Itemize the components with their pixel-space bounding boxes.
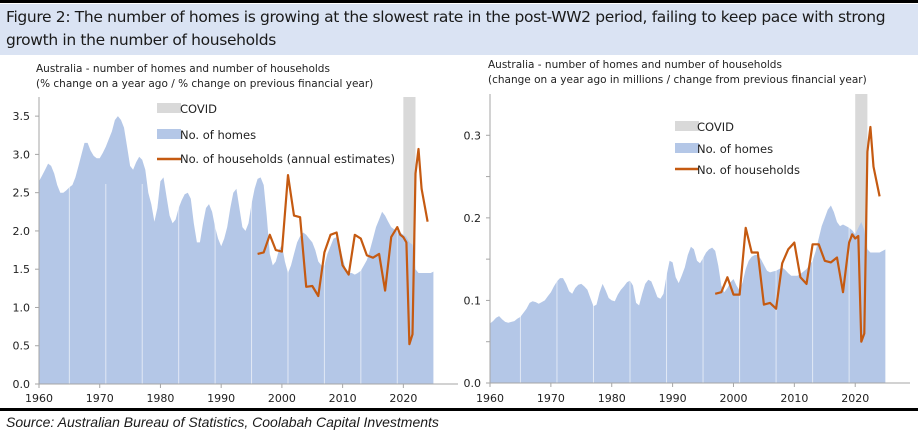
bottom-rule — [0, 408, 918, 411]
x-tick-label: 1970 — [537, 392, 565, 405]
x-tick-label: 2020 — [389, 392, 417, 405]
chart-right-abs-change: Australia - number of homes and number o… — [464, 59, 910, 405]
x-tick-label: 2010 — [329, 392, 357, 405]
top-rule — [0, 0, 918, 3]
households-line-layer — [714, 125, 881, 343]
legend-swatch-homes — [157, 129, 181, 139]
source-note: Source: Australian Bureau of Statistics,… — [6, 414, 439, 430]
y-tick-label: 2.0 — [13, 225, 31, 238]
chart-left-title: Australia - number of homes and number o… — [36, 63, 330, 75]
x-tick-label: 2010 — [780, 392, 808, 405]
y-tick-label: 0.0 — [13, 378, 31, 391]
axes-layer: 0.0 0.5 1.0 1.5 2.0 2.5 3.0 3.5 1960 1970 1980 1990… — [13, 97, 458, 405]
x-tick-label: 1990 — [659, 392, 687, 405]
legend-label-covid: COVID — [180, 102, 217, 116]
y-tick-label: 1.0 — [13, 301, 31, 314]
legend-label-households: No. of households (annual estimates) — [180, 152, 395, 166]
homes-area — [39, 116, 434, 384]
chart-left-subtitle: (% change on a year ago / % change on pr… — [36, 78, 373, 90]
x-tick-label: 1990 — [207, 392, 235, 405]
x-tick-label: 1960 — [25, 392, 53, 405]
x-tick-label: 2000 — [268, 392, 296, 405]
y-tick-label: 3.0 — [13, 148, 31, 161]
legend-label-households: No. of households — [697, 163, 800, 177]
legend-swatch-covid — [675, 121, 699, 131]
y-tick-label: 0.2 — [464, 212, 482, 225]
legend-swatch-homes — [675, 143, 699, 153]
homes-area — [490, 205, 886, 383]
x-tick-label: 2000 — [719, 392, 747, 405]
chart-right-subtitle: (change on a year ago in millions / chan… — [488, 74, 867, 86]
chart-right-title: Australia - number of homes and number o… — [488, 59, 782, 71]
homes-area-layer — [39, 116, 435, 384]
title-band — [0, 4, 918, 55]
legend-label-homes: No. of homes — [180, 128, 256, 142]
legend-label-homes: No. of homes — [697, 142, 773, 156]
homes-area-layer — [490, 183, 887, 383]
y-tick-label: 0.1 — [464, 294, 482, 307]
households-line-layer — [257, 147, 429, 346]
y-tick-label: 1.5 — [13, 263, 31, 276]
axes-layer: 0.0 0.1 0.2 0.3 1960 1970 1980 1990 2000 2010 2020 — [464, 94, 910, 405]
y-tick-label: 0.3 — [464, 129, 482, 142]
x-tick-label: 1980 — [598, 392, 626, 405]
figure-title: Figure 2: The number of homes is growing… — [6, 8, 886, 49]
y-tick-label: 2.5 — [13, 187, 31, 200]
x-tick-label: 2020 — [841, 392, 869, 405]
chart-right-legend: COVID No. of homes No. of households — [675, 120, 800, 177]
x-tick-label: 1980 — [146, 392, 174, 405]
y-tick-label: 0.5 — [13, 340, 31, 353]
legend-swatch-covid — [157, 103, 181, 113]
x-tick-label: 1960 — [476, 392, 504, 405]
households-line — [714, 125, 881, 343]
x-tick-label: 1970 — [86, 392, 114, 405]
chart-left-pct-change: Australia - number of homes and number o… — [13, 63, 458, 405]
legend-label-covid: COVID — [697, 120, 734, 134]
households-line — [257, 147, 429, 346]
y-tick-label: 3.5 — [13, 110, 31, 123]
y-tick-label: 0.0 — [464, 377, 482, 390]
chart-left-legend: COVID No. of homes No. of households (an… — [157, 102, 395, 166]
